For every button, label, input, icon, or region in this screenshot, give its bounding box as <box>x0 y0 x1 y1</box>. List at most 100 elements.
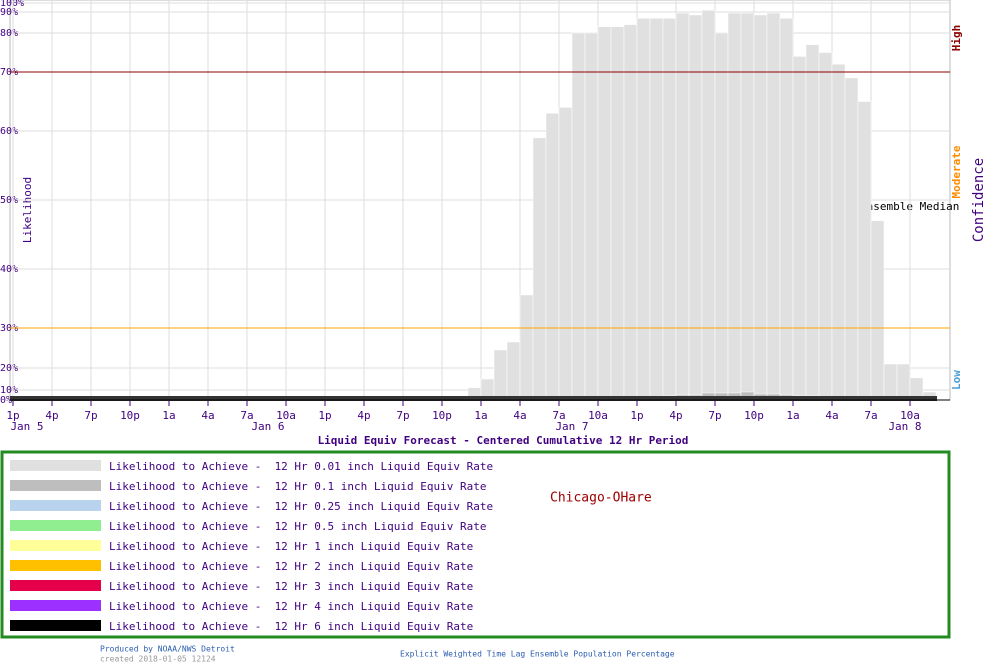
day-label: Jan 7 <box>555 420 588 433</box>
x-tick-label: 7p <box>708 409 721 422</box>
bar <box>493 349 508 401</box>
x-tick-label: 1a <box>162 409 175 422</box>
x-tick-label: 7p <box>396 409 409 422</box>
y-tick-label: 60% <box>0 126 18 137</box>
bar <box>831 63 846 401</box>
y-tick-label: 100% <box>0 0 24 9</box>
bar <box>870 220 885 401</box>
legend-label: Likelihood to Achieve - 12 Hr 3 inch Liq… <box>109 580 473 593</box>
bar <box>519 294 534 401</box>
x-tick-label: 1p <box>630 409 643 422</box>
legend-box <box>0 450 951 639</box>
bar <box>714 32 729 401</box>
y-tick-label: 20% <box>0 363 18 374</box>
bar <box>571 32 586 401</box>
x-tick-label: 4p <box>357 409 370 422</box>
y-axis-label: Likelihood <box>21 177 34 243</box>
x-tick-label: 1a <box>474 409 487 422</box>
x-tick-label: 7a <box>864 409 877 422</box>
bar <box>818 52 833 401</box>
x-tick-label: 7a <box>240 409 253 422</box>
x-tick-label: 10p <box>432 409 452 422</box>
bar <box>532 137 547 401</box>
bar <box>649 18 664 401</box>
x-tick-label: 10a <box>276 409 296 422</box>
bar <box>675 12 690 401</box>
legend-label: Likelihood to Achieve - 12 Hr 4 inch Liq… <box>109 600 473 613</box>
legend-swatch <box>10 580 101 591</box>
legend-label: Likelihood to Achieve - 12 Hr 2 inch Liq… <box>109 560 473 573</box>
legend-swatch <box>10 540 101 551</box>
y-tick-label: 70% <box>0 67 18 78</box>
bar <box>779 18 794 401</box>
x-tick-label: 10p <box>120 409 140 422</box>
legend-swatch <box>10 560 101 571</box>
chart-title: Liquid Equiv Forecast - Centered Cumulat… <box>318 434 689 447</box>
bar <box>753 14 768 401</box>
footer-created: created 2018-01-05 12124 <box>100 655 216 664</box>
bar <box>597 26 612 401</box>
confidence-title: Confidence <box>971 158 987 242</box>
bar <box>545 113 560 401</box>
bar <box>584 32 599 401</box>
footer-produced: Produced by NOAA/NWS Detroit <box>100 645 235 654</box>
bar <box>662 18 677 401</box>
bar <box>883 363 898 401</box>
x-tick-label: 4p <box>45 409 58 422</box>
y-tick-label: 80% <box>0 28 18 39</box>
bar <box>506 341 521 401</box>
bar <box>623 24 638 401</box>
x-tick-label: 1p <box>318 409 331 422</box>
y-tick-label: 40% <box>0 264 18 275</box>
bar <box>844 77 859 401</box>
x-tick-label: 7p <box>84 409 97 422</box>
x-tick-label: 10a <box>900 409 920 422</box>
footer-note: Explicit Weighted Time Lag Ensemble Popu… <box>400 650 675 659</box>
legend-label: Likelihood to Achieve - 12 Hr 1 inch Liq… <box>109 540 473 553</box>
legend-label: Likelihood to Achieve - 12 Hr 0.1 inch L… <box>109 480 487 493</box>
legend-swatch <box>10 480 101 491</box>
y-tick-label: 50% <box>0 195 18 206</box>
x-tick-label: 1a <box>786 409 799 422</box>
bar <box>805 44 820 401</box>
x-tick-label: 10p <box>744 409 764 422</box>
legend-label: Likelihood to Achieve - 12 Hr 0.01 inch … <box>109 460 493 473</box>
bar <box>636 18 651 401</box>
confidence-level: Moderate <box>950 145 963 198</box>
bar <box>688 14 703 401</box>
y-tick-label: 10% <box>0 385 18 396</box>
y-tick-label: 0% <box>0 395 12 406</box>
y-tick-label: 90% <box>0 7 18 18</box>
x-tick-label: 1p <box>6 409 19 422</box>
bar <box>701 9 716 401</box>
day-label: Jan 6 <box>251 420 284 433</box>
legend-swatch <box>10 460 101 471</box>
day-label: Jan 5 <box>10 420 43 433</box>
legend-swatch <box>10 500 101 511</box>
day-label: Jan 8 <box>888 420 921 433</box>
y-tick-label: 30% <box>0 323 18 334</box>
bar <box>896 363 911 401</box>
baseline-strip <box>10 396 937 401</box>
legend-swatch <box>10 620 101 631</box>
bar <box>558 107 573 401</box>
x-tick-label: 7a <box>552 409 565 422</box>
x-tick-label: 4a <box>513 409 526 422</box>
bar <box>766 12 781 401</box>
legend-swatch <box>10 600 101 611</box>
x-tick-label: 4p <box>669 409 682 422</box>
location: Chicago-OHare <box>550 491 652 506</box>
confidence-level: High <box>950 25 963 52</box>
bar <box>740 12 755 401</box>
bar <box>727 12 742 401</box>
x-tick-label: 10a <box>588 409 608 422</box>
bar <box>857 101 872 401</box>
legend-label: Likelihood to Achieve - 12 Hr 0.25 inch … <box>109 500 493 513</box>
x-tick-label: 4a <box>201 409 214 422</box>
legend-label: Likelihood to Achieve - 12 Hr 6 inch Liq… <box>109 620 473 633</box>
bar <box>792 56 807 401</box>
legend-label: Likelihood to Achieve - 12 Hr 0.5 inch L… <box>109 520 487 533</box>
bar <box>610 26 625 401</box>
x-tick-label: 4a <box>825 409 838 422</box>
